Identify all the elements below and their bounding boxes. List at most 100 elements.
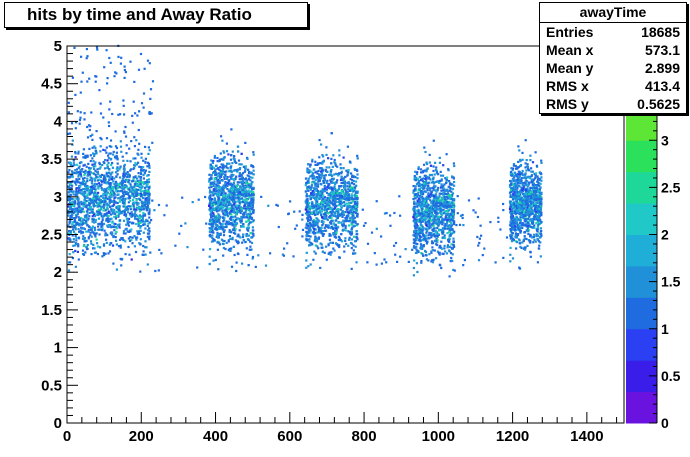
heatmap-cell: [308, 240, 311, 243]
heatmap-cell: [308, 186, 312, 189]
heatmap-cell: [328, 173, 331, 177]
heatmap-cell: [237, 188, 240, 191]
heatmap-cell: [227, 220, 230, 223]
heatmap-cell: [101, 255, 104, 258]
heatmap-cell: [240, 173, 243, 176]
heatmap-cell: [81, 181, 85, 184]
heatmap-cell: [95, 171, 98, 174]
heatmap-cell: [338, 185, 341, 188]
heatmap-cell: [148, 170, 151, 173]
heatmap-cell: [95, 151, 98, 154]
heatmap-cell: [245, 213, 249, 216]
heatmap-cell: [351, 179, 354, 182]
heatmap-cell: [223, 197, 226, 200]
heatmap-cell: [252, 219, 255, 222]
heatmap-cell: [307, 229, 310, 232]
heatmap-cell: [337, 194, 340, 197]
heatmap-cell: [325, 245, 328, 248]
heatmap-cell: [130, 238, 133, 241]
heatmap-cell: [414, 242, 417, 245]
heatmap-cell: [97, 187, 100, 190]
heatmap-cell: [413, 246, 416, 249]
heatmap-cell: [75, 192, 78, 195]
heatmap-cell: [137, 222, 140, 225]
heatmap-cell: [429, 196, 432, 199]
heatmap-cell: [226, 200, 229, 203]
heatmap-cell: [453, 184, 456, 187]
heatmap-cell: [314, 238, 317, 241]
heatmap-cell: [99, 208, 103, 211]
heatmap-cell: [105, 182, 108, 185]
heatmap-cell: [210, 231, 213, 234]
heatmap-cell: [139, 238, 142, 241]
heatmap-cell: [439, 170, 442, 173]
heatmap-cell: [331, 178, 334, 181]
heatmap-cell: [225, 142, 228, 145]
heatmap-cell: [342, 222, 345, 225]
heatmap-cell: [433, 235, 437, 238]
heatmap-cell: [430, 219, 433, 222]
heatmap-cell: [212, 212, 215, 215]
heatmap-cell: [143, 168, 146, 172]
heatmap-cell: [147, 178, 151, 181]
heatmap-cell: [243, 181, 246, 184]
heatmap-cell: [138, 208, 141, 211]
heatmap-cell: [315, 163, 319, 166]
heatmap-cell: [67, 181, 70, 184]
heatmap-cell: [78, 171, 81, 174]
heatmap-cell: [249, 207, 252, 210]
heatmap-cell: [220, 163, 223, 166]
heatmap-cell: [147, 146, 150, 149]
heatmap-cell: [72, 251, 75, 254]
heatmap-cell: [234, 229, 237, 232]
heatmap-cell: [103, 177, 106, 180]
heatmap-cell: [334, 183, 337, 186]
heatmap-cell: [124, 232, 127, 235]
heatmap-cell: [148, 185, 151, 188]
heatmap-cell: [238, 181, 241, 184]
heatmap-cell: [132, 176, 135, 179]
heatmap-cell: [435, 243, 438, 246]
heatmap-cell: [212, 221, 215, 224]
heatmap-cell: [415, 176, 418, 179]
heatmap-cell: [322, 168, 325, 171]
heatmap-cell: [221, 172, 224, 175]
heatmap-cell: [319, 177, 322, 180]
heatmap-cell: [446, 201, 449, 204]
heatmap-cell: [83, 195, 86, 198]
heatmap-cell: [422, 213, 426, 216]
heatmap-cell: [220, 158, 223, 161]
heatmap-cell: [351, 217, 354, 220]
heatmap-cell: [323, 208, 326, 211]
heatmap-cell: [133, 190, 136, 193]
heatmap-cell: [114, 157, 117, 160]
heatmap-cell: [102, 252, 105, 255]
heatmap-cell: [96, 195, 99, 198]
heatmap-cell: [440, 240, 443, 243]
heatmap-cell: [132, 179, 135, 183]
heatmap-cell: [415, 221, 418, 224]
heatmap-cell: [88, 168, 91, 171]
heatmap-cell: [331, 181, 334, 184]
heatmap-cell: [80, 189, 83, 192]
heatmap-cell: [308, 169, 311, 172]
heatmap-cell: [76, 223, 79, 226]
heatmap-cell: [324, 190, 327, 193]
heatmap-cell: [143, 213, 146, 216]
heatmap-cell: [249, 221, 252, 224]
heatmap-cell: [227, 189, 231, 192]
heatmap-cell: [109, 158, 112, 161]
heatmap-cell: [231, 205, 234, 208]
heatmap-cell: [81, 168, 84, 171]
heatmap-cell: [434, 211, 437, 214]
heatmap-cell: [83, 240, 86, 243]
heatmap-cell: [114, 232, 117, 235]
heatmap-cell: [140, 156, 143, 159]
heatmap-cell: [129, 199, 132, 202]
heatmap-cell: [423, 181, 426, 184]
heatmap-cell: [96, 252, 99, 256]
heatmap-cell: [448, 202, 451, 205]
heatmap-cell: [137, 220, 140, 223]
heatmap-cell: [239, 198, 242, 201]
heatmap-cell: [234, 188, 237, 191]
